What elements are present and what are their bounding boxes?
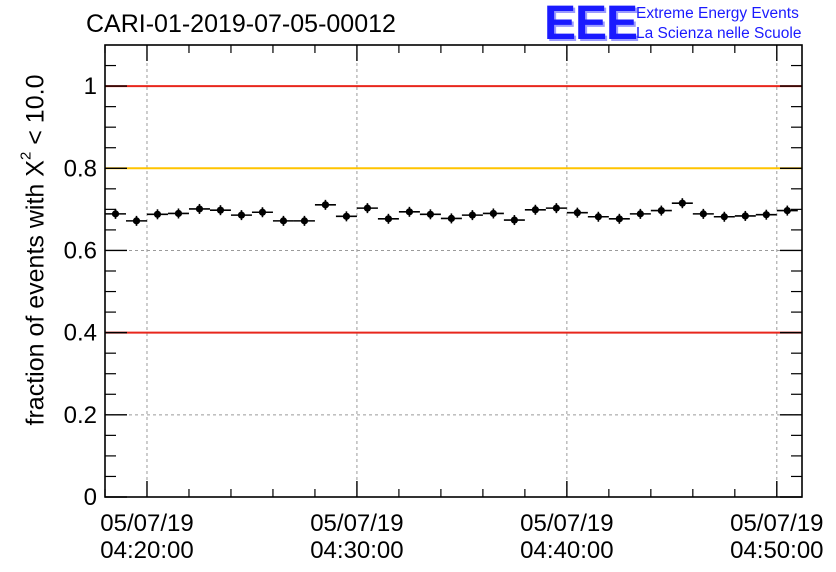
data-point (258, 208, 267, 216)
data-point (342, 212, 351, 220)
data-point (321, 201, 330, 209)
data-point (783, 206, 791, 215)
data-point (531, 206, 539, 214)
data-point (762, 211, 770, 219)
tick-labels: 00.20.40.60.8105/07/1904:20:0005/07/1904… (64, 73, 824, 564)
eee-logo: EEE Extreme Energy Events La Scienza nel… (544, 0, 834, 50)
data-point (195, 205, 204, 213)
data-point (636, 210, 644, 218)
data-point (174, 209, 183, 218)
data-point (300, 217, 309, 225)
data-point (741, 212, 749, 220)
x-tick-label-date: 05/07/19 (730, 510, 823, 537)
x-tick-label-time: 04:30:00 (310, 537, 403, 564)
data-point (468, 211, 476, 219)
x-tick-label-date: 05/07/19 (310, 510, 403, 537)
logo-text: Extreme Energy Events La Scienza nelle S… (636, 4, 801, 44)
data-point (552, 204, 560, 212)
x-tick-label-time: 04:40:00 (520, 537, 613, 564)
logo-mark: EEE (544, 0, 638, 50)
y-tick-label: 0.8 (64, 155, 97, 182)
data-point (573, 209, 581, 217)
data-point (405, 208, 414, 216)
grid-lines (105, 45, 802, 497)
chart-title: CARI-01-2019-07-05-00012 (86, 10, 396, 38)
y-tick-label: 0.6 (64, 237, 97, 264)
x-tick-label-date: 05/07/19 (520, 510, 613, 537)
reference-lines (105, 85, 802, 334)
data-point (216, 206, 225, 214)
data-point (447, 214, 456, 223)
data-point (237, 211, 246, 219)
logo-line-1: Extreme Energy Events (636, 5, 799, 22)
data-point (279, 217, 288, 225)
data-point (153, 210, 162, 218)
data-point (489, 209, 497, 218)
data-point (615, 215, 623, 223)
data-point (426, 210, 435, 218)
x-tick-label-date: 05/07/19 (100, 510, 193, 537)
plot-frame (104, 44, 803, 498)
data-point (594, 213, 602, 221)
x-tick-label-time: 04:50:00 (730, 537, 823, 564)
data-point (657, 206, 665, 215)
data-point (678, 199, 686, 207)
y-tick-label: 0.2 (64, 402, 97, 429)
axis-ticks (104, 45, 802, 498)
data-points (105, 198, 798, 226)
data-point (720, 213, 728, 221)
data-point (699, 210, 707, 218)
logo-line-2: La Scienza nelle Scuole (636, 25, 802, 42)
data-point (384, 215, 393, 223)
y-tick-label: 0.4 (64, 320, 97, 347)
y-tick-label: 1 (84, 73, 97, 100)
data-point (132, 217, 141, 225)
y-tick-label: 0 (84, 484, 97, 511)
x-tick-label-time: 04:20:00 (100, 537, 193, 564)
data-point (510, 216, 518, 224)
data-point (363, 204, 372, 212)
data-point (111, 210, 120, 218)
